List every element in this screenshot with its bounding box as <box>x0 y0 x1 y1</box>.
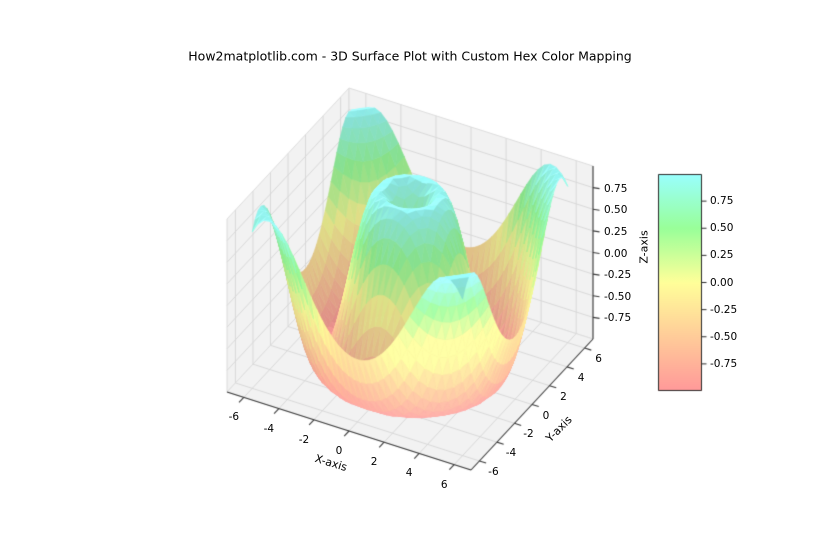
x-tick-label: -2 <box>298 433 310 446</box>
colorbar-tick-label: -0.75 <box>710 357 738 370</box>
z-tick-label: 0.50 <box>604 204 628 217</box>
z-tick-label: 0.75 <box>604 182 628 195</box>
colorbar-tick-label: 0.25 <box>710 249 734 262</box>
y-tick-label: -4 <box>505 447 517 460</box>
x-tick-label: 0 <box>335 445 343 457</box>
y-tick-label: -2 <box>523 428 534 441</box>
colorbar-tick-label: 0.75 <box>710 195 734 208</box>
colorbar-tick-label: 0.50 <box>710 222 734 235</box>
z-tick-label: 0.25 <box>604 225 628 238</box>
z-tick-label: -0.25 <box>604 269 632 282</box>
colorbar-tick-label: -0.25 <box>710 303 738 316</box>
chart-title: How2matplotlib.com - 3D Surface Plot wit… <box>188 48 632 64</box>
z-tick-label: -0.75 <box>604 312 632 325</box>
z-tick-label: 0.00 <box>604 247 628 260</box>
x-tick-label: -4 <box>263 422 275 435</box>
y-tick-label: 0 <box>542 409 550 422</box>
y-tick-label: 6 <box>595 353 602 366</box>
colorbar-tick-label: -0.50 <box>710 330 738 343</box>
colorbar-tick-label: 0.00 <box>710 276 734 289</box>
y-tick-label: 2 <box>560 390 567 403</box>
x-tick-label: 4 <box>405 467 413 480</box>
y-tick-label: -6 <box>488 465 499 478</box>
x-tick-label: 6 <box>440 478 448 491</box>
z-tick-label: -0.50 <box>604 290 632 303</box>
y-tick-label: 4 <box>577 371 585 384</box>
x-tick-label: 2 <box>370 456 378 469</box>
x-tick-label: -6 <box>228 411 240 424</box>
z-axis-label: Z-axis <box>637 230 651 264</box>
